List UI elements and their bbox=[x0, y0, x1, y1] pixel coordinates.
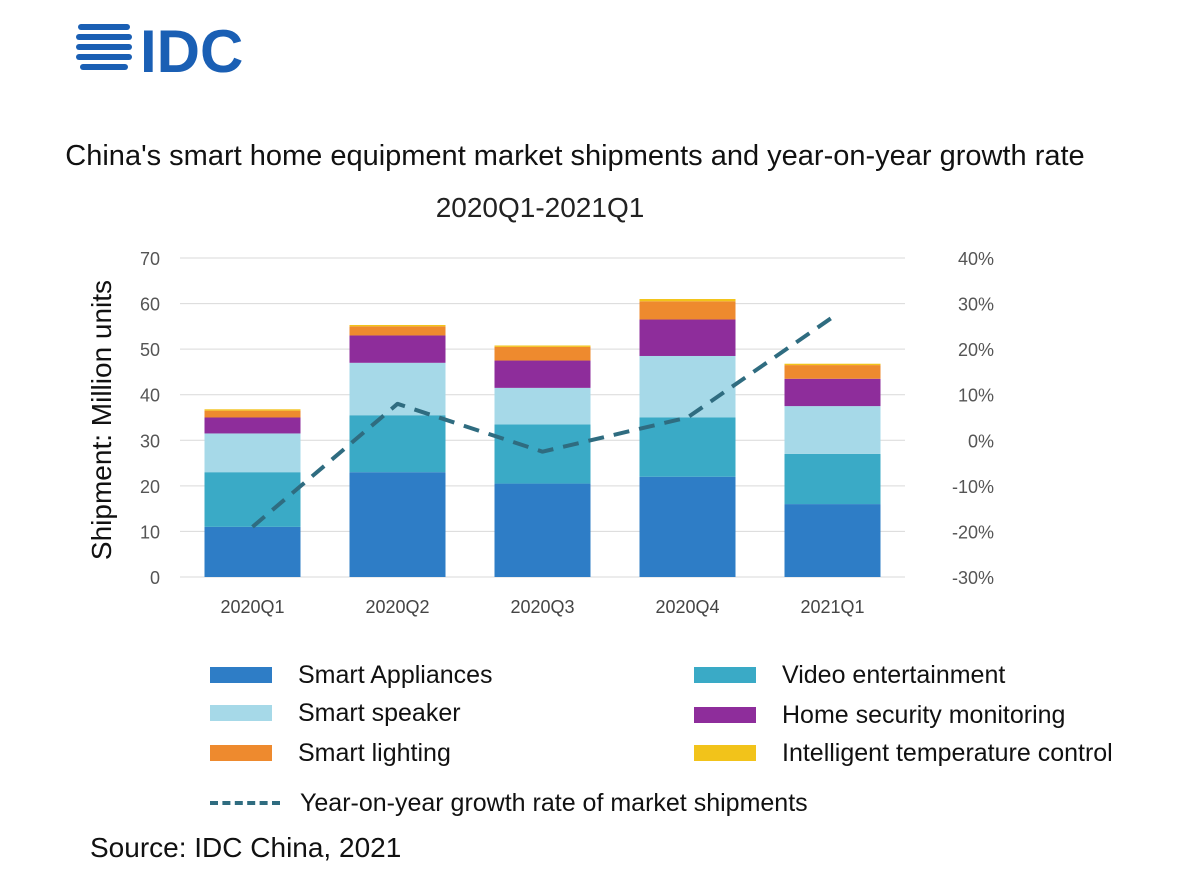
logo-text: IDC bbox=[140, 18, 243, 80]
bar-segment-2020Q2-5 bbox=[349, 324, 446, 327]
bar-segment-2020Q1-4 bbox=[204, 410, 301, 418]
bar-segment-2020Q4-1 bbox=[639, 417, 736, 477]
bar-segment-2020Q1-3 bbox=[204, 417, 301, 434]
bar-segment-2020Q3-2 bbox=[494, 387, 591, 425]
y2-tick-label: 40% bbox=[958, 249, 994, 269]
x-tick-label: 2020Q3 bbox=[510, 597, 574, 617]
bar-segment-2020Q4-2 bbox=[639, 355, 736, 418]
bar-segment-2020Q2-4 bbox=[349, 326, 446, 336]
y-tick-label: 70 bbox=[140, 249, 160, 269]
y-tick-label: 0 bbox=[150, 568, 160, 588]
y-axis-label: Shipment: Million units bbox=[86, 279, 117, 561]
bar-segment-2020Q2-3 bbox=[349, 335, 446, 363]
bar-segment-2020Q2-2 bbox=[349, 362, 446, 416]
bar-segment-2020Q4-0 bbox=[639, 476, 736, 577]
chart-title: China's smart home equipment market ship… bbox=[65, 140, 1085, 172]
y2-tick-label: 20% bbox=[958, 340, 994, 360]
bar-segment-2020Q1-1 bbox=[204, 472, 301, 527]
bar-segment-2020Q2-1 bbox=[349, 415, 446, 473]
y2-tick-label: 0% bbox=[968, 431, 994, 451]
y2-tick-label: -10% bbox=[952, 477, 994, 497]
bar-segment-2021Q1-1 bbox=[784, 453, 881, 505]
bar-segment-2020Q3-1 bbox=[494, 424, 591, 484]
y2-tick-label: 30% bbox=[958, 295, 994, 315]
source-note: Source: IDC China, 2021 bbox=[90, 832, 402, 863]
bar-segment-2020Q1-2 bbox=[204, 433, 301, 473]
bar-segment-2020Q2-0 bbox=[349, 472, 446, 577]
y2-tick-label: 10% bbox=[958, 386, 994, 406]
bar-segment-2020Q4-3 bbox=[639, 319, 736, 356]
bar-segment-2021Q1-2 bbox=[784, 406, 881, 454]
chart-subtitle: 2020Q1-2021Q1 bbox=[435, 192, 645, 223]
y-tick-label: 30 bbox=[140, 431, 160, 451]
y2-tick-label: -30% bbox=[952, 568, 994, 588]
globe-icon bbox=[76, 20, 132, 76]
x-tick-label: 2020Q4 bbox=[655, 597, 719, 617]
x-tick-label: 2020Q2 bbox=[365, 597, 429, 617]
bar-segment-2020Q4-5 bbox=[639, 299, 736, 302]
bar-segment-2020Q3-5 bbox=[494, 345, 591, 347]
y2-tick-label: -20% bbox=[952, 522, 994, 542]
idc-logo: IDC bbox=[76, 18, 243, 80]
y-tick-label: 20 bbox=[140, 477, 160, 497]
y-tick-label: 60 bbox=[140, 295, 160, 315]
bar-segment-2020Q3-0 bbox=[494, 483, 591, 577]
bar-segment-2021Q1-3 bbox=[784, 378, 881, 407]
bar-segment-2020Q3-4 bbox=[494, 346, 591, 361]
y-tick-label: 50 bbox=[140, 340, 160, 360]
bar-segment-2020Q4-4 bbox=[639, 301, 736, 320]
bar-segment-2020Q3-3 bbox=[494, 360, 591, 388]
bar-segment-2020Q1-5 bbox=[204, 409, 301, 411]
y-tick-label: 40 bbox=[140, 386, 160, 406]
bar-segment-2021Q1-0 bbox=[784, 504, 881, 577]
x-tick-label: 2021Q1 bbox=[800, 597, 864, 617]
x-tick-label: 2020Q1 bbox=[220, 597, 284, 617]
y-tick-label: 10 bbox=[140, 522, 160, 542]
bar-segment-2021Q1-5 bbox=[784, 363, 881, 366]
bar-segment-2021Q1-4 bbox=[784, 365, 881, 379]
bar-segment-2020Q1-0 bbox=[204, 526, 301, 577]
